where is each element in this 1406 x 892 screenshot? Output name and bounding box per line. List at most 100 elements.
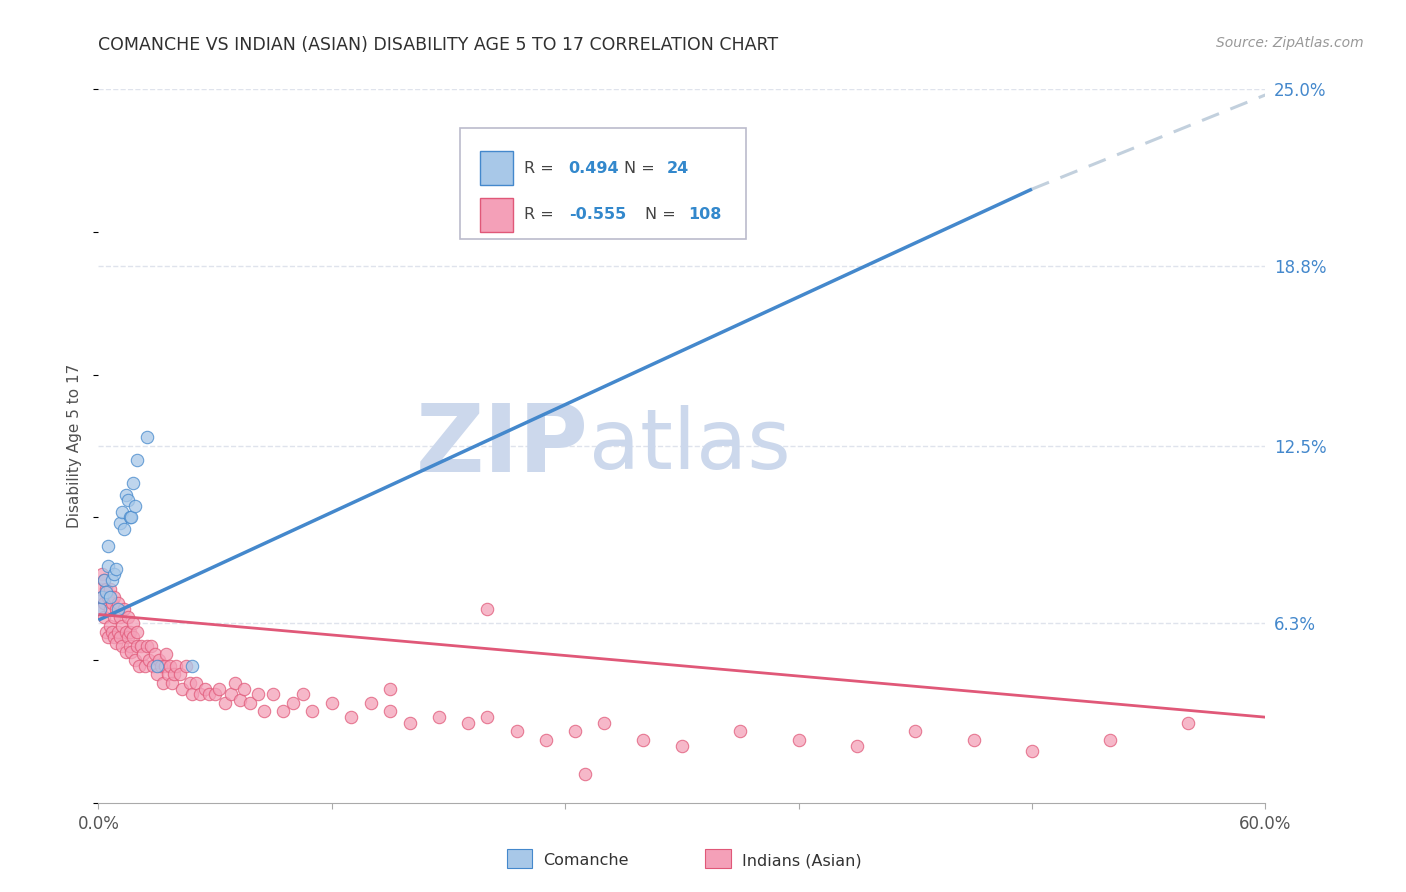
Point: [152, 676, 174, 690]
Point: [101, 624, 124, 639]
Text: 24: 24: [666, 161, 689, 176]
Point: [89, 582, 111, 596]
Point: [122, 630, 145, 644]
Point: [477, 710, 499, 724]
Point: [398, 715, 420, 730]
Point: [108, 610, 131, 624]
Point: [321, 696, 343, 710]
Point: [281, 696, 304, 710]
Text: atlas: atlas: [589, 406, 790, 486]
Point: [89, 601, 111, 615]
Point: [155, 648, 177, 662]
Point: [117, 630, 139, 644]
Point: [103, 591, 125, 605]
Point: [904, 724, 927, 739]
Point: [204, 687, 226, 701]
Point: [93, 596, 115, 610]
Point: [127, 453, 149, 467]
Point: [98, 601, 121, 615]
Point: [104, 636, 127, 650]
Point: [229, 693, 252, 707]
Point: [163, 667, 186, 681]
Point: [96, 624, 118, 639]
Point: [162, 676, 184, 690]
Point: [340, 710, 363, 724]
Point: [104, 562, 127, 576]
Point: [117, 610, 139, 624]
Point: [139, 639, 162, 653]
Point: [114, 644, 136, 658]
Point: [118, 624, 141, 639]
Point: [180, 687, 202, 701]
Point: [1098, 733, 1121, 747]
Text: N =: N =: [624, 161, 659, 176]
Point: [107, 596, 129, 610]
Point: [631, 733, 654, 747]
Point: [291, 687, 314, 701]
Text: COMANCHE VS INDIAN (ASIAN) DISABILITY AGE 5 TO 17 CORRELATION CHART: COMANCHE VS INDIAN (ASIAN) DISABILITY AG…: [98, 36, 779, 54]
Point: [93, 573, 115, 587]
Point: [127, 624, 149, 639]
Point: [138, 653, 160, 667]
Point: [103, 610, 125, 624]
Text: N =: N =: [644, 207, 681, 222]
Point: [127, 639, 149, 653]
Point: [103, 567, 125, 582]
Point: [134, 658, 156, 673]
Point: [136, 430, 159, 444]
Point: [224, 676, 246, 690]
Text: 108: 108: [688, 207, 721, 222]
Point: [188, 687, 211, 701]
Point: [534, 733, 557, 747]
Text: Indians (Asian): Indians (Asian): [742, 854, 862, 868]
Point: [96, 582, 118, 596]
FancyBboxPatch shape: [479, 151, 513, 186]
Point: [184, 676, 207, 690]
Point: [121, 510, 143, 524]
Text: 0.494: 0.494: [568, 161, 619, 176]
FancyBboxPatch shape: [460, 128, 747, 239]
Point: [114, 624, 136, 639]
Point: [89, 601, 111, 615]
Point: [104, 601, 127, 615]
Point: [233, 681, 256, 696]
Point: [111, 619, 134, 633]
FancyBboxPatch shape: [479, 198, 513, 232]
Text: Source: ZipAtlas.com: Source: ZipAtlas.com: [1216, 36, 1364, 50]
Point: [477, 601, 499, 615]
Point: [118, 639, 141, 653]
Point: [136, 639, 159, 653]
Point: [124, 499, 146, 513]
Point: [153, 658, 176, 673]
Point: [97, 591, 120, 605]
Point: [108, 630, 131, 644]
Point: [671, 739, 693, 753]
Point: [128, 658, 150, 673]
Point: [262, 687, 284, 701]
Point: [271, 705, 294, 719]
Text: ZIP: ZIP: [416, 400, 589, 492]
Point: [121, 644, 143, 658]
Point: [111, 505, 134, 519]
Text: Comanche: Comanche: [543, 854, 628, 868]
Point: [98, 582, 121, 596]
Point: [122, 476, 145, 491]
Point: [98, 619, 121, 633]
Point: [146, 658, 169, 673]
Y-axis label: Disability Age 5 to 17: Disability Age 5 to 17: [67, 364, 83, 528]
Point: [117, 493, 139, 508]
Point: [142, 658, 165, 673]
Point: [143, 648, 166, 662]
Point: [108, 516, 131, 530]
Point: [301, 705, 323, 719]
Point: [101, 596, 124, 610]
Point: [457, 715, 479, 730]
Point: [91, 567, 114, 582]
Point: [179, 676, 201, 690]
Point: [564, 724, 586, 739]
Point: [846, 739, 869, 753]
Point: [97, 630, 120, 644]
Point: [91, 591, 114, 605]
Point: [101, 573, 124, 587]
Point: [198, 687, 221, 701]
